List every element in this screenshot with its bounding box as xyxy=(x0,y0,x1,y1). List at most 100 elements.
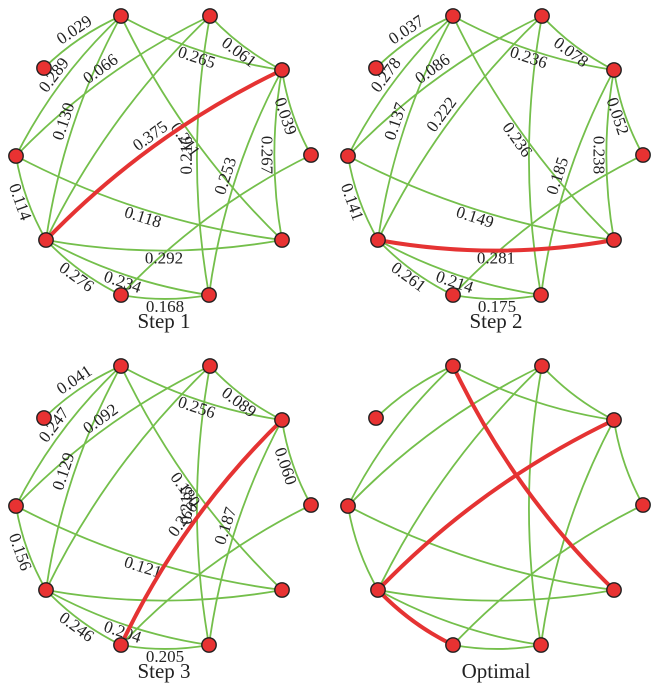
edge-weight-label: 0.267 xyxy=(257,136,276,175)
graph-edge xyxy=(45,239,122,296)
edge-weight-label: 0.246 xyxy=(56,608,98,646)
graph-node xyxy=(445,8,461,24)
graph-edge xyxy=(45,365,211,591)
graph-edge xyxy=(120,15,283,241)
graph-edge xyxy=(45,15,122,241)
selected-edge xyxy=(376,238,616,253)
graph-edge xyxy=(45,589,210,646)
graph-edge xyxy=(15,365,211,507)
edge-weight-label: 0.175 xyxy=(478,297,516,316)
graph-edge xyxy=(45,239,283,252)
graph-edge xyxy=(377,589,542,646)
graph-node xyxy=(606,412,622,428)
graph-node xyxy=(38,232,54,248)
graph-edge xyxy=(541,365,615,421)
graph-edge xyxy=(45,239,210,296)
graph-node xyxy=(368,410,384,426)
graph-edge xyxy=(613,419,644,506)
graph-node xyxy=(36,60,52,76)
graph-edge xyxy=(347,15,454,157)
graph-edge xyxy=(375,365,454,419)
selected-edge xyxy=(451,364,616,592)
graph-edge xyxy=(377,239,542,296)
edge-weight-label: 0.215 xyxy=(177,486,196,524)
graph-edge xyxy=(347,365,454,507)
graph-node xyxy=(606,232,622,248)
edge-weight-label: 0.276 xyxy=(56,258,98,296)
graph-node xyxy=(445,287,461,303)
graph-edge xyxy=(120,365,283,421)
graph-edge xyxy=(540,419,615,646)
graph-edge xyxy=(196,15,211,296)
graph-node xyxy=(274,232,290,248)
graph-edge xyxy=(375,15,454,69)
panel-caption: Optimal xyxy=(462,659,531,683)
graph-edge xyxy=(15,155,47,241)
graph-edge xyxy=(209,365,283,421)
selected-edge xyxy=(376,418,616,592)
graph-node xyxy=(8,148,24,164)
edge-weight-label: 0.265 xyxy=(176,42,218,72)
graph-edge xyxy=(43,15,122,69)
edge-weight-label: 0.149 xyxy=(454,202,496,232)
graph-edge xyxy=(452,294,542,300)
graph-edge xyxy=(452,15,615,71)
graph-edge xyxy=(347,155,379,241)
graph-edge xyxy=(347,505,379,591)
graph-edge xyxy=(15,365,122,507)
edge-weight-label: 0.256 xyxy=(176,392,218,422)
graph-edge xyxy=(452,504,644,646)
graph-node xyxy=(113,287,129,303)
graph-edge xyxy=(347,155,615,241)
graph-edge xyxy=(45,365,122,591)
graph-edge xyxy=(347,15,543,157)
edge-weight-label: 0.261 xyxy=(388,258,430,296)
edge-weight-label: 0.118 xyxy=(122,202,164,231)
graph-edge xyxy=(281,419,312,506)
graph-edge xyxy=(452,365,615,421)
highlighted-edges xyxy=(376,364,616,647)
graph-edge xyxy=(120,365,283,591)
nodes xyxy=(340,8,651,303)
graph-node xyxy=(274,412,290,428)
selected-edge xyxy=(119,418,284,647)
graph-edge xyxy=(45,15,211,241)
graph-node xyxy=(635,147,651,163)
edges xyxy=(347,15,644,300)
edge-weight-label: 0.156 xyxy=(5,531,36,573)
graph-edge xyxy=(541,15,615,71)
graph-node xyxy=(303,147,319,163)
highlighted-edges xyxy=(44,68,284,242)
graph-node xyxy=(274,582,290,598)
edge-weight-label: 0.236 xyxy=(499,119,537,161)
nodes xyxy=(340,358,651,653)
edges xyxy=(347,365,644,650)
graph-edge xyxy=(208,69,283,296)
selected-edge xyxy=(376,588,455,647)
graph-edge xyxy=(452,644,542,650)
graph-node xyxy=(606,582,622,598)
graph-edge xyxy=(613,69,644,156)
graph-node xyxy=(533,637,549,653)
graph-node xyxy=(370,232,386,248)
graph-node xyxy=(533,287,549,303)
graph-edge xyxy=(15,505,283,591)
panel-caption: Step 2 xyxy=(469,309,522,333)
graph-edge xyxy=(281,69,312,156)
graph-node xyxy=(201,287,217,303)
graph-node xyxy=(113,358,129,374)
graph-edge xyxy=(15,155,283,241)
highlighted-edges xyxy=(376,238,616,253)
graph-edge xyxy=(347,365,543,507)
graph-node xyxy=(534,358,550,374)
graph-node xyxy=(113,8,129,24)
graph-edge xyxy=(540,69,615,296)
graph-node xyxy=(8,498,24,514)
graph-edge xyxy=(377,15,454,241)
edge-weight-label: 0.281 xyxy=(477,249,515,268)
graph-edge xyxy=(120,294,210,300)
graph-edge xyxy=(528,365,543,646)
